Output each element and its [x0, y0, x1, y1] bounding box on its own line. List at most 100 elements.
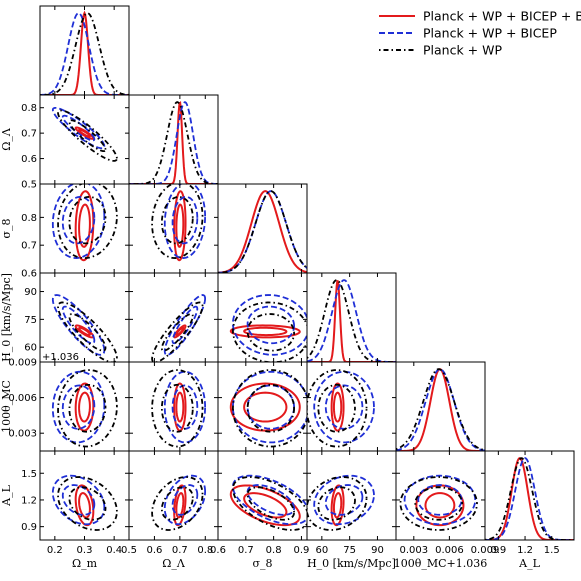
contour-1sigma [78, 492, 91, 519]
contour-2sigma [51, 184, 106, 259]
panel-0-0 [39, 5, 130, 96]
panel-frame [306, 450, 397, 541]
contour-2sigma [74, 126, 95, 140]
contour-2sigma [74, 324, 95, 339]
offset-label: +1.036 [42, 352, 79, 363]
panel-5-2 [217, 450, 308, 541]
contour-1sigma [160, 383, 194, 433]
contour-1sigma [61, 114, 96, 142]
x-axis-label: 100θ_MC+1.036 [394, 557, 488, 570]
contour-2sigma [57, 109, 118, 162]
x-tick-label: 90 [371, 545, 384, 556]
contour-1sigma [160, 196, 194, 245]
contour-2sigma [313, 474, 375, 526]
contour-2sigma [307, 369, 368, 448]
marginal-curve [129, 101, 218, 184]
x-tick-label: 0.7 [238, 545, 254, 556]
panel-4-4 [395, 361, 486, 452]
panel-frame [128, 450, 219, 541]
contour-2sigma [232, 370, 307, 444]
x-tick-label: 75 [343, 545, 356, 556]
panel-frame [39, 5, 130, 96]
contour-1sigma [175, 492, 185, 519]
contour-1sigma [160, 313, 194, 352]
contour-1sigma [332, 391, 343, 423]
panel-5-4 [395, 450, 486, 541]
x-tick-label: 60 [315, 545, 328, 556]
contour-2sigma [74, 484, 95, 527]
contour-1sigma [246, 384, 296, 430]
contour-1sigma [246, 305, 296, 345]
panel-5-0 [39, 450, 130, 541]
contour-1sigma [68, 196, 107, 245]
contour-1sigma [61, 384, 96, 430]
y-tick-label: 0.009 [8, 358, 37, 369]
marginal-curve [307, 279, 396, 362]
contour-1sigma [417, 484, 463, 516]
panel-2-0 [39, 183, 130, 274]
contour-1sigma [78, 391, 91, 423]
contour-2sigma [232, 301, 307, 362]
marginal-curve [396, 368, 485, 451]
contour-2sigma [57, 369, 118, 448]
contour-2sigma [151, 301, 204, 362]
x-tick-label: 0.006 [435, 545, 464, 556]
contour-2sigma [232, 294, 307, 356]
contour-1sigma [68, 486, 107, 521]
contour-1sigma [175, 391, 185, 423]
panel-frame [217, 183, 308, 274]
contour-1sigma [171, 305, 199, 345]
legend-label: Planck + WP + BICEP + BAO [423, 9, 581, 24]
y-tick-label: 0.8 [21, 103, 37, 114]
contour-2sigma [163, 184, 207, 259]
y-axis-label: σ_8 [0, 218, 13, 238]
contour-2sigma [51, 370, 106, 444]
panel-4-1 [128, 361, 219, 452]
panel-frame [128, 94, 219, 185]
panel-3-3 [306, 272, 397, 363]
x-tick-label: 0.6 [210, 545, 226, 556]
contour-1sigma [68, 119, 107, 153]
marginal-curve [485, 457, 574, 540]
panel-frame [39, 272, 130, 363]
x-tick-label: 0.8 [266, 545, 282, 556]
x-tick-label: 1.2 [517, 545, 533, 556]
contour-2sigma [232, 369, 307, 448]
marginal-curve [218, 190, 307, 273]
contour-1sigma [246, 313, 296, 352]
contour-1sigma [61, 484, 96, 516]
y-tick-label: 1.5 [21, 469, 37, 480]
x-tick-label: 1.5 [544, 545, 560, 556]
contour-1sigma [424, 492, 456, 519]
contour-1sigma [414, 486, 464, 521]
contour-1sigma [171, 196, 199, 245]
contour-2sigma [173, 190, 187, 262]
marginal-curve [218, 190, 307, 273]
marginal-curve [485, 457, 574, 540]
contour-2sigma [74, 382, 95, 432]
legend-label: Planck + WP [423, 43, 502, 58]
x-tick-label: 0.9 [490, 545, 506, 556]
contour-2sigma [229, 382, 301, 432]
x-axis-label: Ω_m [72, 557, 98, 570]
y-tick-label: 0.9 [21, 522, 37, 533]
contour-2sigma [313, 370, 375, 444]
x-axis-label: A_L [518, 557, 540, 570]
contour-2sigma [151, 184, 204, 259]
contour-1sigma [78, 326, 91, 337]
marginal-curve [40, 12, 129, 95]
panel-2-2 [217, 183, 308, 274]
y-tick-label: 1.2 [21, 495, 37, 506]
contour-1sigma [317, 486, 356, 521]
panel-1-1 [128, 94, 219, 185]
contour-2sigma [229, 324, 301, 339]
panel-3-1 [128, 272, 219, 363]
panel-5-5 [484, 450, 575, 541]
contour-2sigma [57, 301, 118, 362]
y-tick-label: 0.8 [21, 213, 37, 224]
contour-1sigma [68, 383, 107, 433]
contour-1sigma [324, 384, 364, 430]
y-axis-label: Ω_Λ [0, 127, 13, 151]
marginal-curve [396, 368, 485, 451]
x-axis-label: Ω_Λ [162, 557, 186, 570]
